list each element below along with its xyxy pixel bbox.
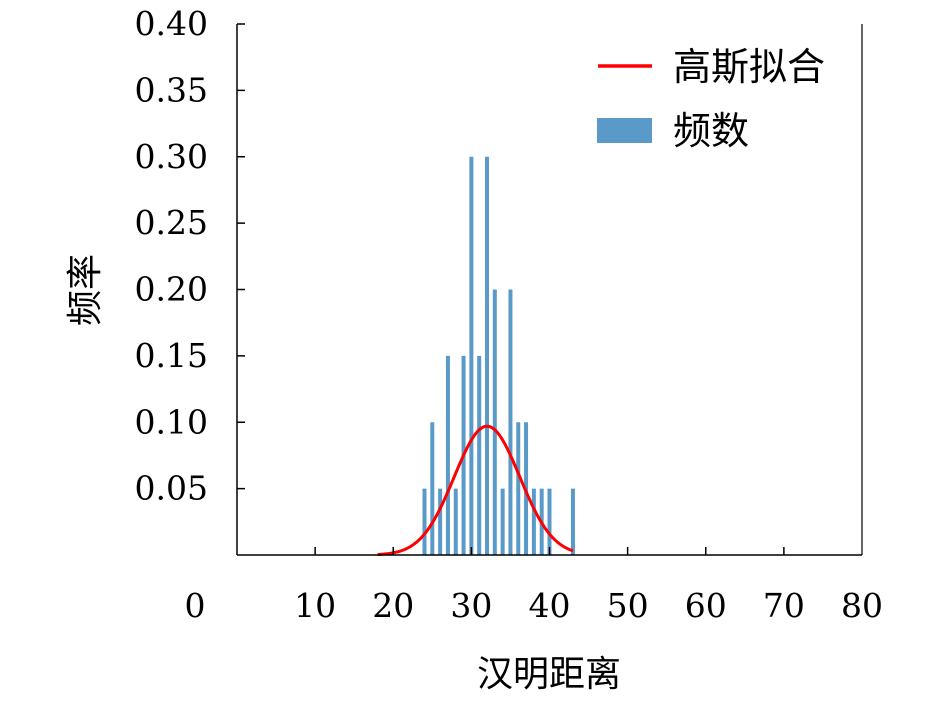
x-tick-label: 80 bbox=[841, 586, 883, 625]
histogram-bar bbox=[500, 488, 505, 556]
x-tick-label: 10 bbox=[294, 586, 336, 625]
y-tick-label: 0.30 bbox=[135, 137, 208, 176]
histogram-bar bbox=[570, 488, 575, 556]
y-tick-label: 0.25 bbox=[135, 203, 208, 242]
x-tick-label: 30 bbox=[450, 586, 492, 625]
histogram-bar bbox=[422, 488, 427, 556]
y-tick-label: 0.40 bbox=[135, 4, 208, 43]
x-tick-label: 60 bbox=[685, 586, 727, 625]
histogram-bar bbox=[445, 355, 450, 556]
y-tick-label: 0.15 bbox=[135, 336, 208, 375]
fit-line-group bbox=[377, 424, 574, 556]
histogram-bar bbox=[492, 289, 497, 555]
gaussian-fit-line bbox=[377, 424, 574, 556]
histogram-bar bbox=[469, 156, 474, 555]
y-axis-title: 频率 bbox=[65, 254, 106, 326]
legend-swatch-frequency bbox=[597, 118, 652, 143]
legend-label-gaussian-fit: 高斯拟合 bbox=[673, 45, 825, 89]
x-tick-label: 50 bbox=[607, 586, 649, 625]
histogram-bar bbox=[531, 488, 536, 556]
x-axis-title: 汉明距离 bbox=[477, 654, 621, 695]
histogram-bar bbox=[547, 488, 552, 556]
histogram-bar bbox=[438, 488, 443, 556]
y-tick-label: 0.10 bbox=[135, 402, 208, 441]
x-tick-label: 20 bbox=[372, 586, 414, 625]
histogram-bar bbox=[508, 289, 513, 555]
tick-labels-group: 0 10 20 30 40 50 60 70 80 0.05 0.10 0.15 0.20 0.25 0.3… bbox=[135, 4, 883, 625]
x-tick-label: 40 bbox=[529, 586, 571, 625]
histogram-bar bbox=[477, 355, 482, 556]
y-tick-label: 0.20 bbox=[135, 270, 208, 309]
y-tick-label: 0.35 bbox=[135, 70, 208, 109]
x-tick-label: 70 bbox=[763, 586, 805, 625]
axes-group bbox=[236, 23, 863, 556]
histogram-bar bbox=[430, 422, 435, 555]
legend-label-frequency: 频数 bbox=[673, 109, 749, 153]
histogram-bar bbox=[485, 156, 489, 555]
histogram-bar bbox=[516, 422, 521, 555]
x-tick-label: 0 bbox=[185, 586, 206, 625]
y-tick-label: 0.05 bbox=[135, 469, 208, 508]
histogram-bar bbox=[453, 488, 458, 556]
